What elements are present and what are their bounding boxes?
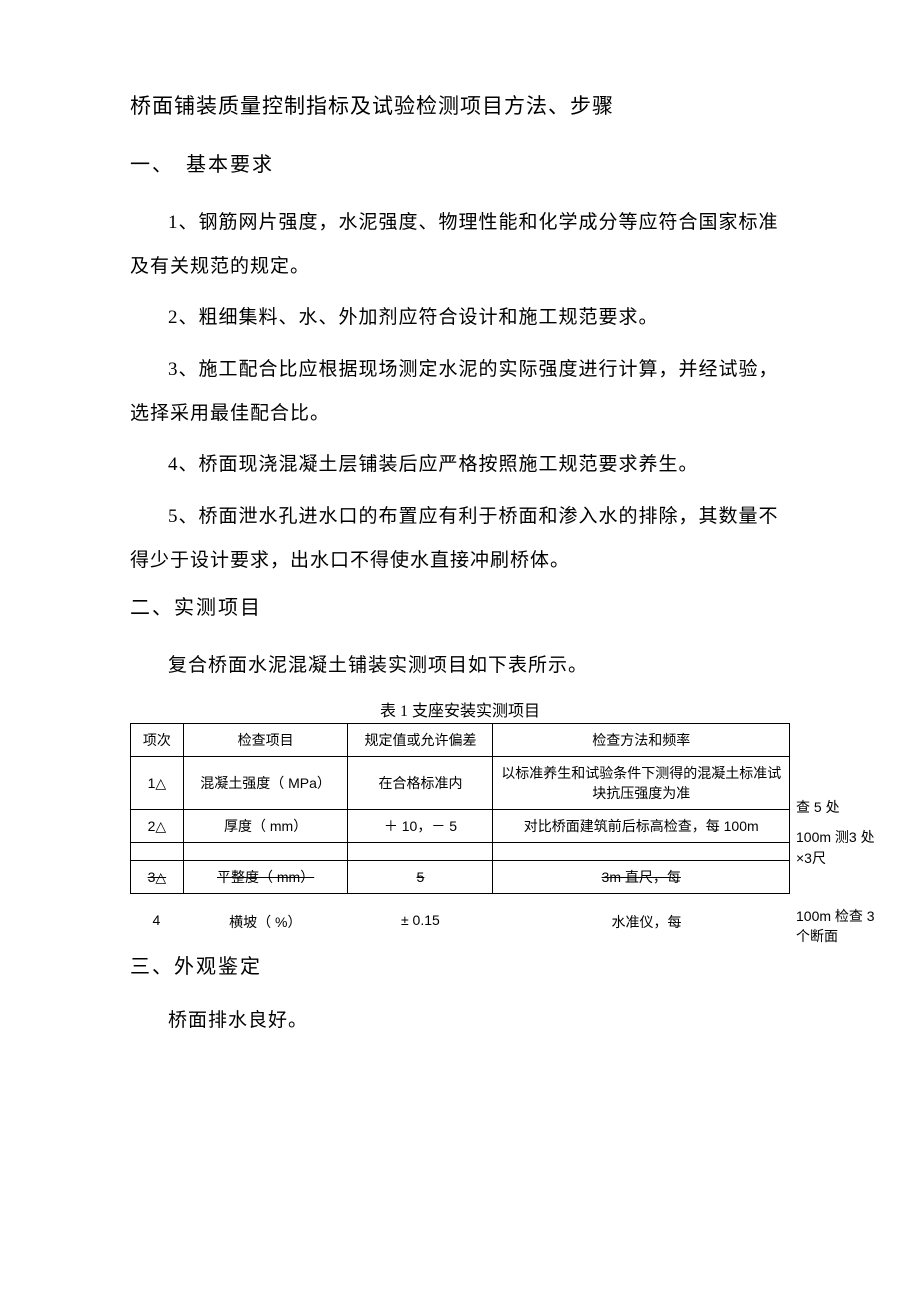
overflow-text-1: 查 5 处 — [790, 797, 885, 818]
th-method: 检查方法和频率 — [493, 724, 790, 757]
cell-spec: 5 — [348, 861, 493, 894]
cell-spec: ＋ 10，－ 5 — [348, 810, 493, 843]
cell-item: 厚度（ mm） — [183, 810, 348, 843]
section-3-heading: 三、外观鉴定 — [130, 950, 790, 979]
overflow-text-2: 100m 测3 处×3尺 — [790, 827, 885, 869]
cell-method: 水准仪，每 — [493, 912, 790, 932]
cell-item: 平整度（ mm） — [183, 861, 348, 894]
cell-idx: 3△ — [131, 861, 184, 894]
section-3-para: 桥面排水良好。 — [130, 999, 790, 1043]
requirement-3: 3、施工配合比应根据现场测定水泥的实际强度进行计算，并经试验，选择采用最佳配合比… — [130, 348, 790, 435]
overflow-text-3: 100m 检查 3 个断面 — [790, 906, 885, 946]
table-header-row: 项次 检查项目 规定值或允许偏差 检查方法和频率 — [131, 724, 790, 757]
requirement-1: 1、钢筋网片强度，水泥强度、物理性能和化学成分等应符合国家标准及有关规范的规定。 — [130, 201, 790, 288]
measurement-table: 项次 检查项目 规定值或允许偏差 检查方法和频率 1△ 混凝土强度（ MPa） … — [130, 723, 790, 894]
table-row: 1△ 混凝土强度（ MPa） 在合格标准内 以标准养生和试验条件下测得的混凝土标… — [131, 757, 790, 810]
th-item: 检查项目 — [183, 724, 348, 757]
table-extra-row: 4 横坡（ %） ± 0.15 水准仪，每 100m 检查 3 个断面 — [130, 894, 790, 944]
table-row: 2△ 厚度（ mm） ＋ 10，－ 5 对比桥面建筑前后标高检查，每 100m — [131, 810, 790, 843]
cell-item: 横坡（ %） — [183, 912, 348, 932]
th-index: 项次 — [131, 724, 184, 757]
table-wrapper: 项次 检查项目 规定值或允许偏差 检查方法和频率 1△ 混凝土强度（ MPa） … — [130, 723, 790, 944]
requirement-4: 4、桥面现浇混凝土层铺装后应严格按照施工规范要求养生。 — [130, 443, 790, 487]
table-caption: 表 1 支座安装实测项目 — [130, 697, 790, 721]
cell-method: 以标准养生和试验条件下测得的混凝土标准试块抗压强度为准 — [493, 757, 790, 810]
cell-item: 混凝土强度（ MPa） — [183, 757, 348, 810]
cell-method: 3m 直尺，每 — [493, 861, 790, 894]
section-2-intro: 复合桥面水泥混凝土铺装实测项目如下表所示。 — [130, 644, 790, 688]
cell-spec: ± 0.15 — [348, 912, 493, 932]
cell-idx: 1△ — [131, 757, 184, 810]
table-row-strikethrough: 3△ 平整度（ mm） 5 3m 直尺，每 — [131, 861, 790, 894]
th-spec: 规定值或允许偏差 — [348, 724, 493, 757]
section-2-heading: 二、实测项目 — [130, 591, 790, 620]
cell-idx: 4 — [130, 912, 183, 932]
cell-idx: 2△ — [131, 810, 184, 843]
section-1-heading: 一、 基本要求 — [130, 148, 790, 177]
table-empty-row — [131, 843, 790, 861]
cell-method: 对比桥面建筑前后标高检查，每 100m — [493, 810, 790, 843]
document-title: 桥面铺装质量控制指标及试验检测项目方法、步骤 — [130, 90, 790, 120]
requirement-2: 2、粗细集料、水、外加剂应符合设计和施工规范要求。 — [130, 296, 790, 340]
requirement-5: 5、桥面泄水孔进水口的布置应有利于桥面和渗入水的排除，其数量不得少于设计要求，出… — [130, 495, 790, 582]
cell-spec: 在合格标准内 — [348, 757, 493, 810]
